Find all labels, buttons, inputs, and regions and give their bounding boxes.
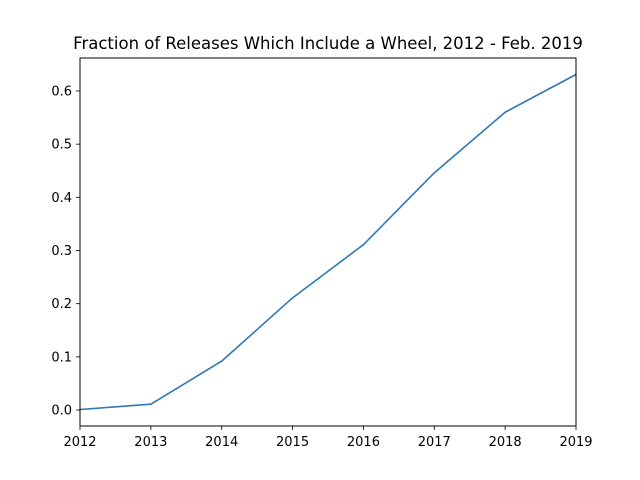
- x-tick-label-2018: 2018: [489, 435, 522, 450]
- x-tick-label-2019: 2019: [559, 435, 592, 450]
- x-tick-label-2014: 2014: [205, 435, 238, 450]
- y-axis: 0.0 0.1 0.2 0.3 0.4 0.5 0.6: [51, 84, 80, 419]
- y-tick-label-0: 0.0: [51, 404, 72, 419]
- y-tick-label-2: 0.2: [51, 297, 72, 312]
- y-tick-label-3: 0.3: [51, 244, 72, 259]
- data-point-2016: [362, 243, 365, 246]
- x-tick-label-2016: 2016: [347, 435, 380, 450]
- y-tick-label-6: 0.6: [51, 84, 72, 99]
- x-tick-label-2012: 2012: [63, 435, 96, 450]
- x-tick-label-2013: 2013: [134, 435, 167, 450]
- x-tick-label-2015: 2015: [276, 435, 309, 450]
- data-point-2015: [291, 297, 294, 299]
- y-tick-label-4: 0.4: [51, 191, 72, 206]
- chart-title: Fraction of Releases Which Include a Whe…: [73, 34, 583, 53]
- x-tick-label-2017: 2017: [418, 435, 451, 450]
- plot-frame: [79, 57, 577, 427]
- data-point-2018: [504, 111, 506, 114]
- y-tick-label-1: 0.1: [51, 350, 72, 365]
- x-axis: 2012 2013 2014 2015 2016 2017 2018 2019: [63, 426, 593, 450]
- data-point-2014: [220, 360, 223, 362]
- data-point-2017: [433, 172, 436, 174]
- data-point-2013: [150, 403, 152, 406]
- y-tick-label-5: 0.5: [51, 138, 72, 153]
- series-line-0: [79, 73, 577, 411]
